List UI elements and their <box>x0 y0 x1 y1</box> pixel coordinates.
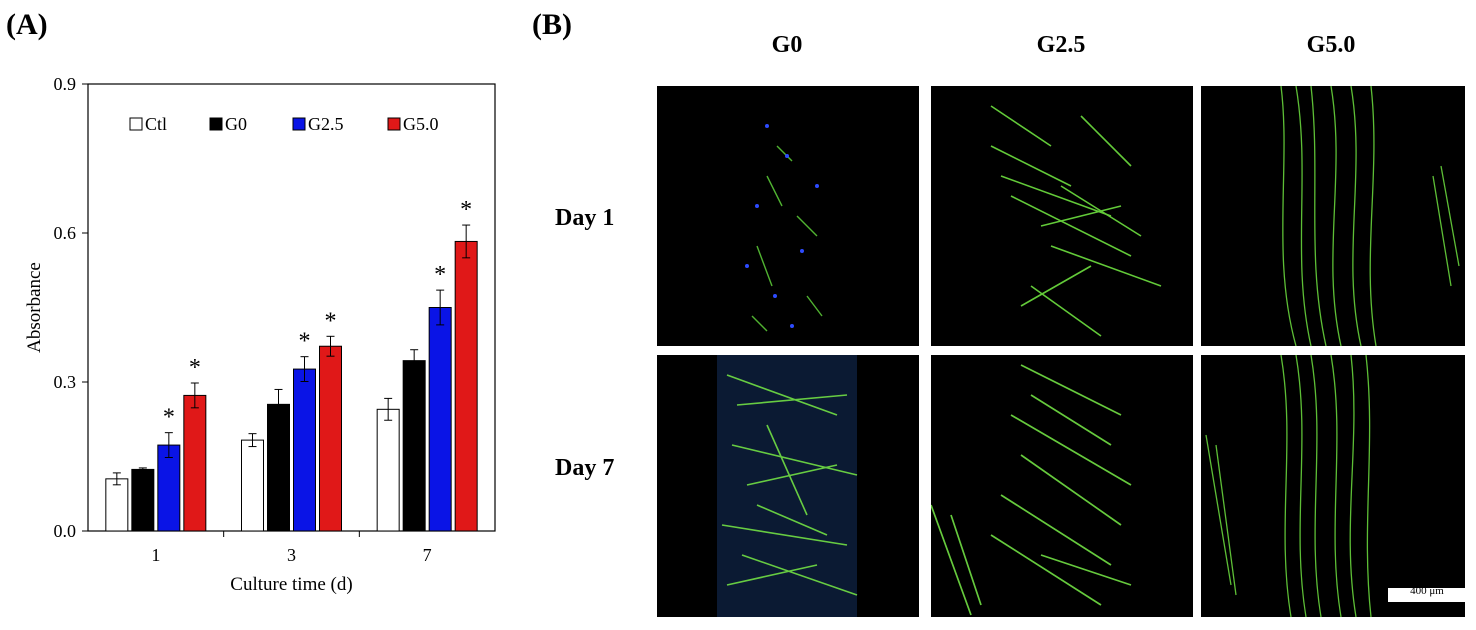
significance-marker: * <box>163 405 175 431</box>
plot-frame <box>87 83 496 532</box>
micrograph-g2-5-day1 <box>931 86 1193 346</box>
x-tick-label: 7 <box>423 545 432 565</box>
column-header-g0: G0 <box>771 32 803 58</box>
panel-a-label: (A) <box>6 8 48 41</box>
bar-g5-0-day-7 <box>454 240 478 532</box>
row-header-day-7: Day 7 <box>555 455 615 481</box>
column-header-g2-5: G2.5 <box>1036 32 1086 58</box>
significance-marker: * <box>299 329 311 355</box>
micrograph-g0-day7 <box>657 355 919 617</box>
bar-g2-5-day-3 <box>293 368 316 532</box>
significance-marker: * <box>325 308 337 334</box>
bar-g0-day-3 <box>267 403 290 532</box>
y-tick-label: 0.3 <box>54 372 77 392</box>
bar-g0-day-1 <box>131 468 155 532</box>
bar-g0-day-7 <box>402 360 426 532</box>
micrograph-g5-0-day7 <box>1201 355 1465 617</box>
significance-marker: * <box>434 262 446 288</box>
micrograph-g5-0-day1 <box>1201 86 1465 346</box>
y-axis-title: Absorbance <box>24 262 45 353</box>
legend-swatch-ctl <box>129 117 143 131</box>
x-tick-label: 1 <box>151 545 160 565</box>
micrograph-g2-5-day7 <box>931 355 1193 617</box>
legend-label-ctl: Ctl <box>145 114 167 134</box>
panel-b-label: (B) <box>532 8 572 41</box>
x-axis-title: Culture time (d) <box>230 574 352 595</box>
legend-swatch-g5-0 <box>387 117 401 131</box>
bar-ctl-day-3 <box>241 439 264 532</box>
scale-bar-line <box>1388 597 1466 601</box>
column-header-g5-0: G5.0 <box>1306 32 1356 58</box>
micrograph-g0-day1 <box>657 86 919 346</box>
legend-label-g5-0: G5.0 <box>403 114 439 134</box>
y-tick-label: 0.6 <box>54 223 77 243</box>
significance-marker: * <box>189 355 201 381</box>
x-tick-label: 3 <box>287 545 296 565</box>
scale-bar: 400 μm <box>1388 585 1466 602</box>
legend-label-g0: G0 <box>225 114 247 134</box>
bar-ctl-day-1 <box>105 478 129 532</box>
bar-g2-5-day-7 <box>428 307 452 532</box>
y-tick-label: 0.9 <box>54 74 77 94</box>
bar-ctl-day-7 <box>376 408 400 532</box>
legend-swatch-g2-5 <box>292 117 306 131</box>
legend-swatch-g0 <box>209 117 223 131</box>
legend-label-g2-5: G2.5 <box>308 114 344 134</box>
row-header-day-1: Day 1 <box>555 205 615 231</box>
significance-marker: * <box>460 197 472 223</box>
bar-g5-0-day-1 <box>183 394 207 532</box>
scale-bar-label: 400 μm <box>1410 585 1444 597</box>
bar-g5-0-day-3 <box>319 345 342 532</box>
absorbance-bar-chart: 0.0 0.3 0.6 0.9 1 * * 3 * * 7 * * Culture time (d) Abs… <box>24 74 496 595</box>
y-tick-label: 0.0 <box>54 521 77 541</box>
